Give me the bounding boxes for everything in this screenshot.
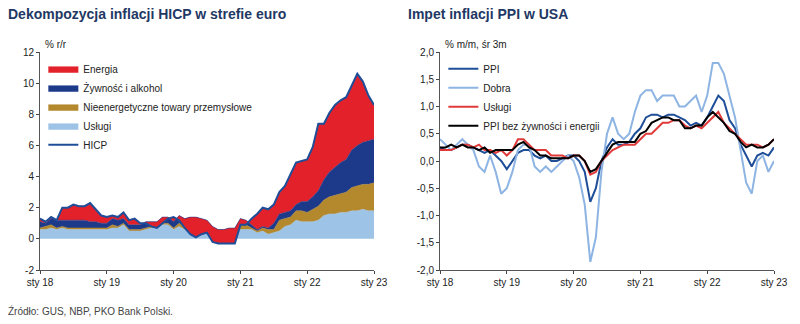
svg-text:2: 2 <box>28 202 34 213</box>
svg-text:PPI: PPI <box>483 64 499 75</box>
svg-text:0: 0 <box>28 233 34 244</box>
svg-text:4: 4 <box>28 171 34 182</box>
svg-text:Dobra: Dobra <box>483 83 511 94</box>
svg-text:sty 18: sty 18 <box>427 277 454 288</box>
svg-text:8: 8 <box>28 109 34 120</box>
svg-text:-2,0: -2,0 <box>417 265 435 276</box>
svg-text:6: 6 <box>28 140 34 151</box>
svg-text:2,0: 2,0 <box>420 47 434 58</box>
svg-text:1,0: 1,0 <box>420 101 434 112</box>
svg-text:sty 18: sty 18 <box>27 277 54 288</box>
svg-text:sty 22: sty 22 <box>294 277 321 288</box>
svg-text:-1,0: -1,0 <box>417 210 435 221</box>
svg-text:% r/r: % r/r <box>45 39 67 50</box>
svg-text:Impet inflacji PPI w USA: Impet inflacji PPI w USA <box>408 6 568 22</box>
svg-text:0,0: 0,0 <box>420 156 434 167</box>
svg-text:sty 20: sty 20 <box>560 277 587 288</box>
svg-text:-0,5: -0,5 <box>417 183 435 194</box>
svg-text:PPI bez żywności i energii: PPI bez żywności i energii <box>483 121 599 132</box>
svg-text:sty 23: sty 23 <box>761 277 788 288</box>
svg-text:Żywność i alkohol: Żywność i alkohol <box>83 82 162 94</box>
svg-text:0,5: 0,5 <box>420 128 434 139</box>
svg-text:HICP: HICP <box>83 140 107 151</box>
svg-text:10: 10 <box>23 78 35 89</box>
svg-text:sty 23: sty 23 <box>361 277 388 288</box>
svg-text:-2: -2 <box>25 265 34 276</box>
svg-text:Usługi: Usługi <box>483 102 511 113</box>
svg-text:-1,5: -1,5 <box>417 237 435 248</box>
svg-text:% m/m, śr 3m: % m/m, śr 3m <box>445 39 507 50</box>
svg-text:Nieenergetyczne towary przemys: Nieenergetyczne towary przemysłowe <box>83 102 252 113</box>
svg-text:Energia: Energia <box>83 64 118 75</box>
svg-text:sty 20: sty 20 <box>160 277 187 288</box>
svg-text:sty 21: sty 21 <box>627 277 654 288</box>
svg-text:sty 19: sty 19 <box>93 277 120 288</box>
svg-text:12: 12 <box>23 47 35 58</box>
svg-text:Dekompozycja inflacji HICP w s: Dekompozycja inflacji HICP w strefie eur… <box>8 6 286 22</box>
svg-text:sty 19: sty 19 <box>493 277 520 288</box>
html-text:Źródło: GUS, NBP, PKO Bank Pol: Źródło: GUS, NBP, PKO Bank Polski. <box>8 306 173 317</box>
svg-text:1,5: 1,5 <box>420 74 434 85</box>
svg-text:sty 22: sty 22 <box>694 277 721 288</box>
svg-text:sty 21: sty 21 <box>227 277 254 288</box>
svg-text:Usługi: Usługi <box>83 121 111 132</box>
